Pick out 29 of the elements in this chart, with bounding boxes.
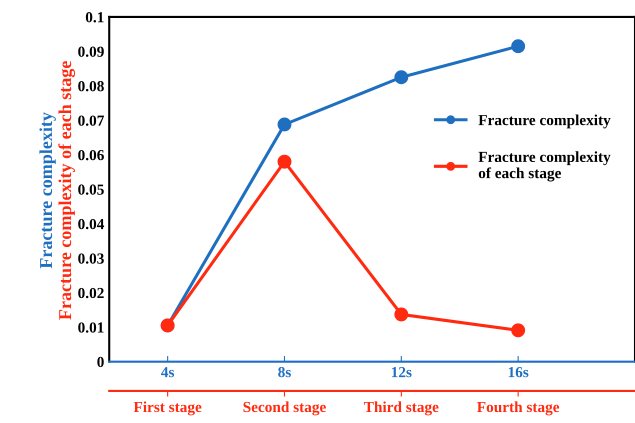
annotation: Second stage — [243, 401, 326, 416]
text: Fracture complexity of each stage — [58, 61, 76, 320]
legend-label: Fracture complexity of each stage — [478, 151, 611, 182]
y-tick-label: 0.02 — [78, 288, 104, 298]
point — [511, 39, 526, 54]
y-tick-label: 0.09 — [78, 46, 104, 57]
y-tick-label: 0.04 — [78, 218, 104, 230]
x-tick-label: 16s — [508, 367, 528, 378]
text: Fracture complexity — [39, 112, 56, 268]
point — [511, 323, 526, 338]
y-tick-label: 0.1 — [86, 12, 104, 22]
point — [394, 70, 408, 84]
x-tick-label: 8s — [278, 366, 291, 378]
point — [278, 154, 292, 169]
x-tick-label: 4s — [161, 367, 174, 378]
annotation: First stage — [134, 401, 202, 416]
annotation: Fourth stage — [477, 401, 560, 416]
y-tick-label: 0.07 — [78, 115, 104, 126]
y-tick-label: 0.06 — [78, 150, 104, 160]
point — [278, 118, 292, 132]
x-tick-label: 12s — [392, 367, 412, 378]
y-tick-label: 0.01 — [78, 322, 104, 333]
y-tick-label: 0.03 — [78, 253, 104, 264]
y-tick-label: 0.08 — [78, 81, 104, 92]
annotation: Third stage — [364, 401, 438, 416]
y-tick-label: 0.05 — [78, 184, 104, 195]
point — [394, 307, 408, 322]
y-tick-label: 0 — [97, 356, 104, 368]
legend-label: Fracture complexity — [478, 114, 611, 128]
